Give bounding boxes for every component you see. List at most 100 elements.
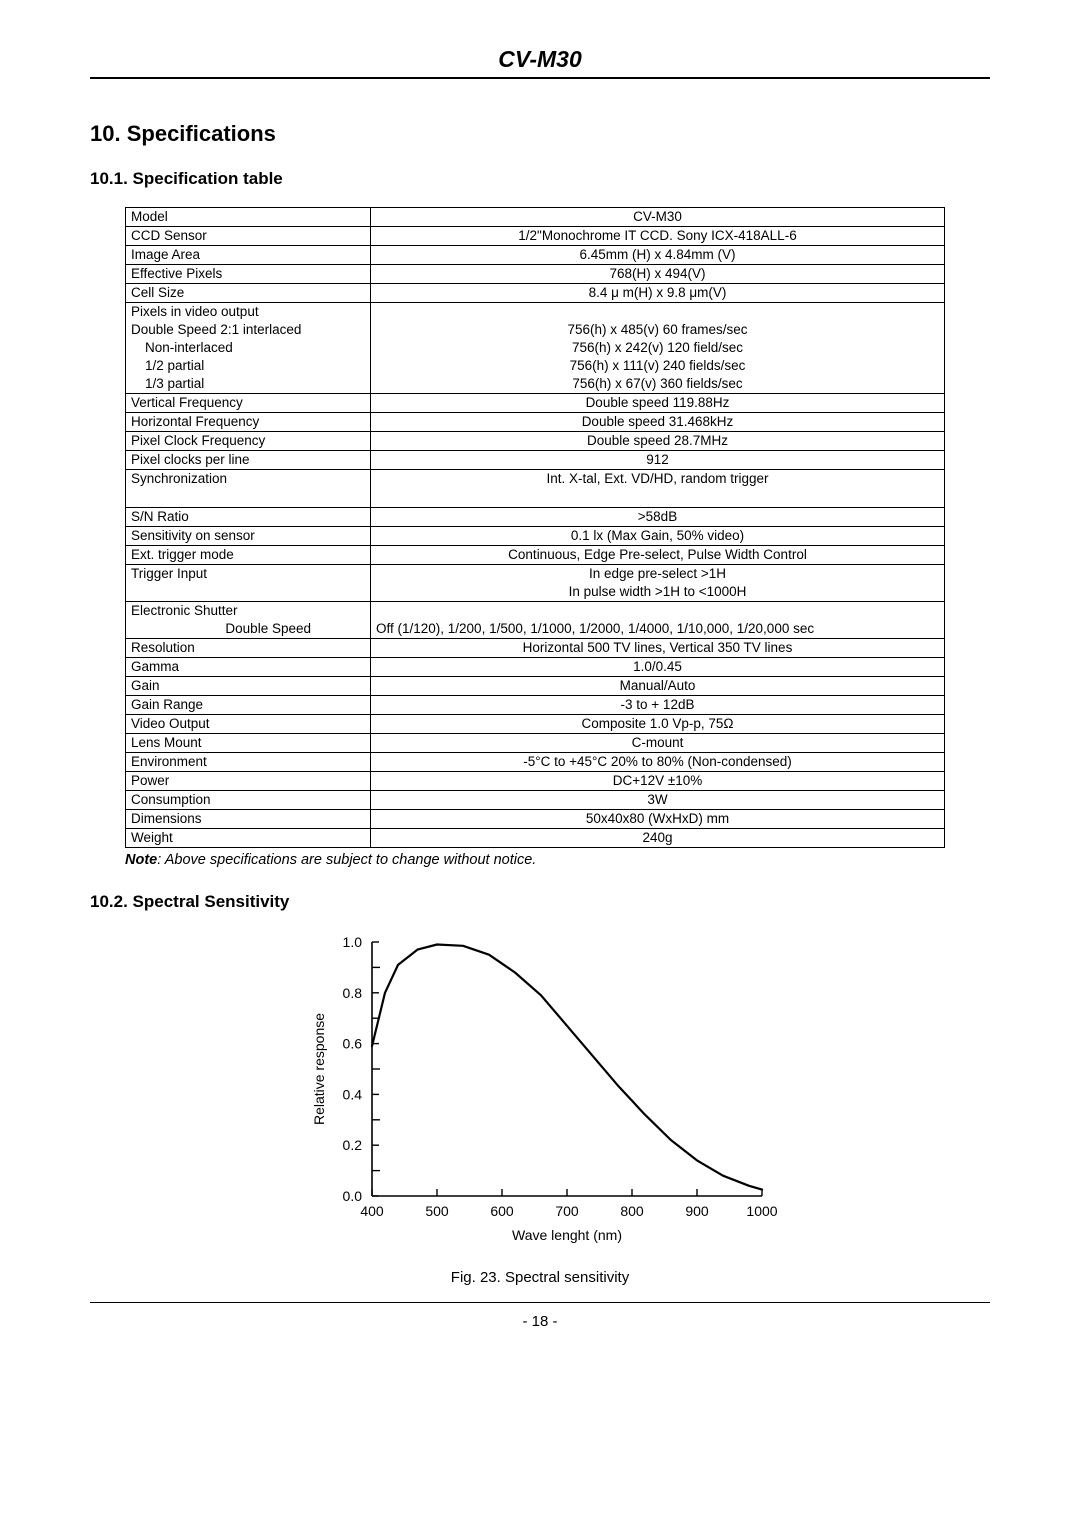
svg-text:1000: 1000 <box>746 1203 777 1219</box>
spec-value-cell: 8.4 μ m(H) x 9.8 μm(V) <box>371 284 945 303</box>
spec-value-cell: 1.0/0.45 <box>371 658 945 677</box>
spec-label-cell: CCD Sensor <box>126 227 371 246</box>
spec-value-cell: 0.1 lx (Max Gain, 50% video) <box>371 527 945 546</box>
table-row: CCD Sensor1/2"Monochrome IT CCD. Sony IC… <box>126 227 945 246</box>
spec-value-cell: Manual/Auto <box>371 677 945 696</box>
spec-value-cell: 768(H) x 494(V) <box>371 265 945 284</box>
spectral-chart: 0.00.20.40.60.81.04005006007008009001000… <box>300 930 780 1286</box>
page-footer: - 18 - <box>90 1302 990 1330</box>
table-row: Gamma1.0/0.45 <box>126 658 945 677</box>
svg-text:800: 800 <box>620 1203 644 1219</box>
svg-text:Relative response: Relative response <box>311 1013 327 1125</box>
table-row: SynchronizationInt. X-tal, Ext. VD/HD, r… <box>126 470 945 508</box>
svg-text:400: 400 <box>360 1203 384 1219</box>
spec-value-cell: Off (1/120), 1/200, 1/500, 1/1000, 1/200… <box>371 602 945 639</box>
spec-label-cell: Gain Range <box>126 696 371 715</box>
table-row: Consumption3W <box>126 791 945 810</box>
table-row: Dimensions50x40x80 (WxHxD) mm <box>126 810 945 829</box>
spec-label-cell: Video Output <box>126 715 371 734</box>
spec-label-cell: Dimensions <box>126 810 371 829</box>
spec-value-cell: Double speed 119.88Hz <box>371 394 945 413</box>
table-row: Trigger InputIn edge pre-select >1HIn pu… <box>126 565 945 602</box>
section-title: Specifications <box>127 121 276 146</box>
subsection-1-number: 10.1. <box>90 169 128 188</box>
spec-label-cell: Effective Pixels <box>126 265 371 284</box>
subsection-2-number: 10.2. <box>90 892 128 911</box>
spec-label-cell: Pixels in video outputDouble Speed 2:1 i… <box>126 303 371 394</box>
spec-label-cell: Synchronization <box>126 470 371 508</box>
spec-label-cell: Cell Size <box>126 284 371 303</box>
svg-text:0.8: 0.8 <box>343 985 363 1001</box>
svg-text:600: 600 <box>490 1203 514 1219</box>
spec-value-cell: Composite 1.0 Vp-p, 75Ω <box>371 715 945 734</box>
table-row: Ext. trigger modeContinuous, Edge Pre-se… <box>126 546 945 565</box>
table-row: Horizontal FrequencyDouble speed 31.468k… <box>126 413 945 432</box>
subsection-1-heading: 10.1. Specification table <box>90 169 990 189</box>
subsection-2-heading: 10.2. Spectral Sensitivity <box>90 892 990 912</box>
spec-label-cell: Model <box>126 208 371 227</box>
spec-value-cell: 240g <box>371 829 945 848</box>
spec-value-cell: 50x40x80 (WxHxD) mm <box>371 810 945 829</box>
table-row: ModelCV-M30 <box>126 208 945 227</box>
spec-label-cell: Vertical Frequency <box>126 394 371 413</box>
spec-value-cell: Horizontal 500 TV lines, Vertical 350 TV… <box>371 639 945 658</box>
svg-text:0.4: 0.4 <box>343 1086 363 1102</box>
note-line: Note: Above specifications are subject t… <box>125 852 990 868</box>
table-row: Effective Pixels768(H) x 494(V) <box>126 265 945 284</box>
svg-text:700: 700 <box>555 1203 579 1219</box>
spec-label-cell: Ext. trigger mode <box>126 546 371 565</box>
table-row: Pixels in video outputDouble Speed 2:1 i… <box>126 303 945 394</box>
table-row: Pixel clocks per line912 <box>126 451 945 470</box>
spec-label-cell: Horizontal Frequency <box>126 413 371 432</box>
table-row: Image Area6.45mm (H) x 4.84mm (V) <box>126 246 945 265</box>
spec-value-cell: In edge pre-select >1HIn pulse width >1H… <box>371 565 945 602</box>
svg-text:Wave lenght (nm): Wave lenght (nm) <box>512 1227 622 1243</box>
spec-label-cell: Pixel Clock Frequency <box>126 432 371 451</box>
spec-label-cell: Pixel clocks per line <box>126 451 371 470</box>
table-row: Cell Size8.4 μ m(H) x 9.8 μm(V) <box>126 284 945 303</box>
spec-value-cell: Continuous, Edge Pre-select, Pulse Width… <box>371 546 945 565</box>
spec-value-cell: >58dB <box>371 508 945 527</box>
svg-text:1.0: 1.0 <box>343 934 363 950</box>
table-row: Video OutputComposite 1.0 Vp-p, 75Ω <box>126 715 945 734</box>
spec-label-cell: Environment <box>126 753 371 772</box>
spec-value-cell: -5°C to +45°C 20% to 80% (Non-condensed) <box>371 753 945 772</box>
figure-caption: Fig. 23. Spectral sensitivity <box>300 1269 780 1286</box>
table-row: ResolutionHorizontal 500 TV lines, Verti… <box>126 639 945 658</box>
spec-label-cell: Resolution <box>126 639 371 658</box>
spec-label-cell: Weight <box>126 829 371 848</box>
table-row: S/N Ratio>58dB <box>126 508 945 527</box>
subsection-1-title: Specification table <box>133 169 283 188</box>
table-row: PowerDC+12V ±10% <box>126 772 945 791</box>
spec-label-cell: Gamma <box>126 658 371 677</box>
svg-text:0.6: 0.6 <box>343 1036 363 1052</box>
table-row: Sensitivity on sensor0.1 lx (Max Gain, 5… <box>126 527 945 546</box>
table-row: GainManual/Auto <box>126 677 945 696</box>
spec-value-cell: 3W <box>371 791 945 810</box>
spec-value-cell: -3 to + 12dB <box>371 696 945 715</box>
spec-label-cell: Trigger Input <box>126 565 371 602</box>
spec-value-cell: DC+12V ±10% <box>371 772 945 791</box>
spec-label-cell: Consumption <box>126 791 371 810</box>
table-row: Gain Range-3 to + 12dB <box>126 696 945 715</box>
svg-text:900: 900 <box>685 1203 709 1219</box>
spec-value-cell: Int. X-tal, Ext. VD/HD, random trigger <box>371 470 945 508</box>
chart-svg: 0.00.20.40.60.81.04005006007008009001000… <box>300 930 780 1250</box>
spec-value-cell: CV-M30 <box>371 208 945 227</box>
table-row: Electronic ShutterDouble Speed Off (1/12… <box>126 602 945 639</box>
note-body: : Above specifications are subject to ch… <box>157 852 536 868</box>
spec-label-cell: Sensitivity on sensor <box>126 527 371 546</box>
svg-text:0.2: 0.2 <box>343 1137 363 1153</box>
section-heading: 10. Specifications <box>90 121 990 147</box>
spec-value-cell: 756(h) x 485(v) 60 frames/sec756(h) x 24… <box>371 303 945 394</box>
spec-value-cell: 6.45mm (H) x 4.84mm (V) <box>371 246 945 265</box>
svg-text:500: 500 <box>425 1203 449 1219</box>
table-row: Lens MountC-mount <box>126 734 945 753</box>
subsection-2-title: Spectral Sensitivity <box>133 892 290 911</box>
spec-value-cell: 1/2"Monochrome IT CCD. Sony ICX-418ALL-6 <box>371 227 945 246</box>
note-label: Note <box>125 852 157 868</box>
spec-label-cell: S/N Ratio <box>126 508 371 527</box>
spec-label-cell: Lens Mount <box>126 734 371 753</box>
spec-value-cell: C-mount <box>371 734 945 753</box>
spec-value-cell: 912 <box>371 451 945 470</box>
